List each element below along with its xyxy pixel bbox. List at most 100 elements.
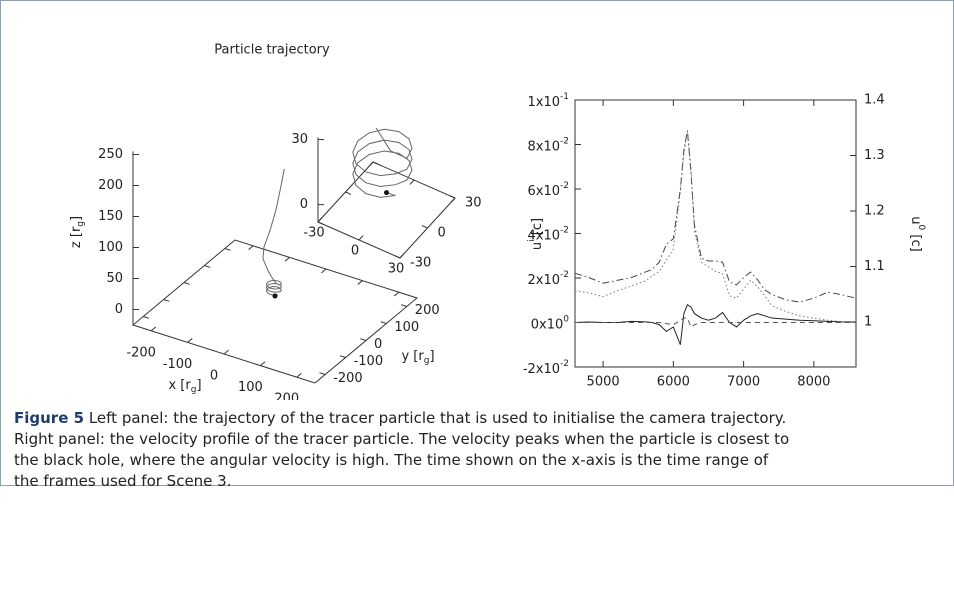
x-tick	[357, 280, 363, 285]
y-tick-label-part: -2	[560, 270, 569, 280]
x-tick-label: 5000	[587, 375, 620, 390]
x-tick	[260, 361, 266, 366]
x-tick-label: 6000	[657, 375, 690, 390]
y-tick-label: 0	[438, 226, 446, 241]
x-tick	[393, 291, 400, 297]
z-axis-label-part: z [r	[69, 226, 84, 248]
y-tick-label: 1x10-1	[528, 92, 570, 110]
x-tick	[409, 179, 415, 185]
x-tick-label: 8000	[797, 375, 830, 390]
y-axis-label-part: y [r	[401, 349, 424, 364]
y-tick-label-part: -2	[560, 181, 569, 191]
y2-tick-label: 1.2	[864, 204, 885, 219]
x-tick	[150, 326, 157, 332]
y-tick-label: 100	[394, 320, 419, 335]
y2-axis-label-part: u	[909, 216, 924, 224]
x-tick	[296, 372, 302, 378]
z-tick-label: 200	[98, 178, 123, 193]
figure-charts: Particle trajectory 050100150200250-200-…	[69, 43, 927, 401]
z-tick-label: 30	[291, 132, 308, 147]
z-tick-label: 50	[106, 271, 123, 286]
x-axis-label: x [rg]	[168, 378, 201, 395]
x-tick-label: 30	[388, 262, 405, 277]
trajectory	[262, 168, 285, 297]
x-tick-label: -30	[303, 226, 324, 241]
y-tick-label-part: 6x10	[528, 184, 561, 199]
x-tick	[450, 197, 456, 203]
x-axis-label-part: g	[191, 385, 197, 395]
y-axis-label-part: u	[530, 242, 545, 250]
floor	[317, 161, 456, 259]
y-tick-label: 0x100	[531, 314, 570, 332]
y-tick-label-part: 1x10	[528, 95, 561, 110]
x-axis-label-part: ]	[196, 378, 201, 393]
y-tick	[143, 316, 150, 319]
x-tick	[248, 245, 254, 251]
z-tick-label: 250	[98, 147, 123, 162]
y-axis-label-part: g	[424, 356, 430, 366]
z-tick-label: 150	[98, 209, 123, 224]
series-line	[575, 131, 856, 323]
x-tick	[317, 217, 323, 223]
figure-label: Figure 5	[14, 409, 85, 427]
y-tick	[449, 195, 456, 199]
y-axis-label: y [rg]	[401, 349, 434, 366]
x-tick-label: 0	[351, 244, 359, 259]
series-line	[575, 130, 856, 303]
y-tick	[380, 321, 387, 324]
y-tick	[421, 225, 428, 229]
x-tick-label: 100	[238, 380, 263, 395]
y-tick-label: -30	[410, 256, 431, 271]
y-tick	[345, 191, 352, 195]
y-tick-label-part: 0x10	[531, 317, 564, 332]
y-tick-label-part: 8x10	[528, 139, 561, 154]
y2-axis-label-part: 0	[917, 225, 927, 231]
caption-text: Left panel: the trajectory of the tracer…	[14, 409, 790, 490]
x-tick	[399, 253, 405, 259]
y-tick-label-part: -2	[560, 359, 569, 369]
y-tick-label: -200	[333, 371, 363, 386]
y-axis-label-part: [c]	[530, 218, 545, 239]
y-tick-label: 2x10-2	[528, 270, 570, 288]
y-axis-label: ui [c]	[527, 218, 545, 250]
x-tick-label: -100	[163, 357, 193, 372]
y-tick	[360, 338, 367, 341]
y-tick-label: 30	[465, 196, 482, 211]
x-tick	[368, 161, 374, 167]
y-tick	[319, 372, 326, 375]
x-tick	[358, 235, 364, 241]
y-tick	[372, 161, 379, 165]
floor	[131, 239, 419, 384]
y-tick	[183, 282, 190, 285]
x-tick-label: 7000	[727, 375, 760, 390]
chart-title: Particle trajectory	[214, 43, 330, 58]
y-tick-label-part: -2	[560, 225, 569, 235]
y-tick	[400, 304, 407, 307]
z-axis-label: z [rg]	[69, 216, 86, 248]
y-tick-label-part: -2x10	[523, 362, 560, 377]
y2-axis-label: u0 [c]	[909, 216, 927, 251]
x-axis-label-part: x [r	[168, 378, 191, 393]
z-tick-label: 0	[300, 197, 308, 212]
trajectory-end	[384, 190, 389, 196]
x-tick-label: 0	[210, 369, 218, 384]
y-tick	[224, 248, 231, 251]
y-tick-label: 6x10-2	[528, 181, 570, 199]
y2-axis-label-part: [c]	[909, 230, 924, 251]
y-axis-label-part: i	[527, 239, 537, 242]
y-tick-label: 8x10-2	[528, 136, 570, 154]
y2-tick-label: 1.4	[864, 93, 885, 108]
x-tick-label: -200	[126, 345, 156, 360]
x-tick	[187, 338, 193, 343]
y-tick	[163, 299, 170, 302]
y-tick-label-part: -1	[560, 92, 569, 102]
y-tick-label: 0	[374, 337, 382, 352]
y2-tick-label: 1	[864, 315, 872, 330]
z-axis-label-part: g	[76, 221, 86, 227]
y-tick-label-part: 0	[563, 314, 569, 324]
y-tick-label: 4x10-2	[528, 225, 570, 243]
series-line	[575, 303, 856, 345]
plot-frame	[574, 99, 857, 368]
y-tick-label: -2x10-2	[523, 359, 569, 377]
